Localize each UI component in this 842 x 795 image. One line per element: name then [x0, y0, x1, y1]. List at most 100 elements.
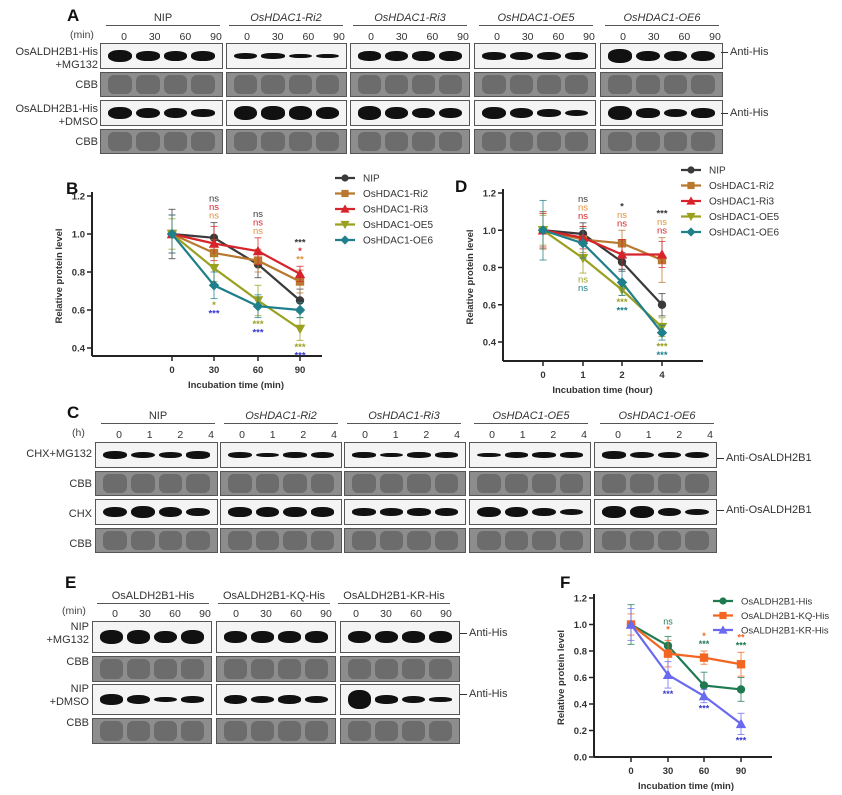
- cbb-lane: [663, 75, 688, 94]
- cbb-lane: [477, 474, 501, 493]
- panel-letter-d: D: [455, 177, 468, 196]
- data-point-marker: [340, 204, 350, 213]
- legend-item: OsHDAC1-OE5: [335, 220, 433, 231]
- protein-band: [251, 631, 274, 643]
- legend-label: OsHDAC1-OE6: [709, 228, 779, 239]
- protein-band: [629, 505, 654, 518]
- lane-label: 0: [244, 31, 250, 43]
- cbb-loading-blot: [474, 72, 596, 97]
- significance-label: ns: [657, 226, 667, 237]
- protein-band: [629, 451, 654, 459]
- cbb-lane: [434, 531, 458, 550]
- significance-label: ***: [252, 319, 263, 330]
- western-blot-strip: [226, 100, 347, 126]
- x-tick-label: 60: [699, 766, 710, 777]
- cbb-lane: [127, 659, 150, 679]
- western-blot-strip: [474, 100, 596, 126]
- cbb-lane: [434, 474, 458, 493]
- protein-band: [108, 49, 132, 62]
- x-tick-label: 0: [169, 365, 174, 376]
- legend-item: OsHDAC1-Ri2: [335, 189, 428, 200]
- protein-band: [261, 53, 285, 59]
- significance-label: ***: [663, 689, 674, 699]
- significance-label: ***: [656, 342, 667, 353]
- row-label-cbb: CBB: [69, 478, 92, 490]
- cbb-loading-blot: [226, 129, 347, 154]
- western-blot-strip: [226, 43, 347, 69]
- cbb-lane: [163, 132, 188, 151]
- legend-label: OsHDAC1-Ri2: [363, 189, 428, 200]
- y-tick-label: 0.4: [72, 344, 86, 355]
- significance-label: ***: [699, 704, 710, 714]
- protein-band: [186, 507, 210, 517]
- row-label-cbb: CBB: [75, 136, 98, 148]
- protein-band: [181, 630, 204, 644]
- cbb-lane: [278, 659, 301, 679]
- group-title: OsHDAC1-Ri3: [353, 12, 467, 26]
- cbb-lane: [283, 531, 307, 550]
- chart-d: 0.4 0.6 0.8 1.0 1.2 0 1 2 4 Incubation time (hour…: [465, 166, 779, 397]
- cbb-lane: [127, 721, 150, 741]
- data-point-marker: [736, 660, 746, 669]
- cbb-loading-blot: [92, 656, 212, 682]
- protein-band: [358, 106, 381, 120]
- protein-band: [509, 107, 533, 119]
- panel-letter-f: F: [560, 573, 571, 592]
- cbb-lane: [135, 132, 160, 151]
- legend-label: OsHDAC1-Ri3: [363, 205, 428, 216]
- cbb-lane: [375, 659, 398, 679]
- data-point-marker: [252, 245, 264, 256]
- row-label-nip-dmso: NIP +DMSO: [49, 683, 89, 708]
- cbb-lane: [234, 75, 258, 94]
- protein-band: [315, 106, 339, 119]
- lane-label: 60: [169, 608, 181, 620]
- y-tick-label: 1.2: [72, 192, 85, 203]
- western-blot-strip: [600, 100, 723, 126]
- protein-band: [181, 696, 204, 703]
- group-title: OsHDAC1-OE5: [474, 410, 588, 424]
- y-tick-label: 1.2: [483, 189, 496, 200]
- cbb-lane: [482, 132, 506, 151]
- protein-band: [608, 105, 632, 121]
- cbb-lane: [532, 474, 556, 493]
- row-label-chx: CHX: [68, 508, 92, 520]
- protein-band: [100, 630, 123, 644]
- data-point-marker: [699, 681, 709, 690]
- lane-label: 30: [380, 608, 392, 620]
- protein-band: [135, 51, 160, 61]
- data-point-marker: [686, 227, 696, 237]
- lane-label: 2: [550, 429, 557, 441]
- cbb-lane: [154, 659, 177, 679]
- panel-letter-e: E: [65, 573, 77, 592]
- protein-band: [477, 452, 501, 458]
- significance-label: ns: [663, 616, 673, 626]
- significance-label: ***: [294, 350, 305, 361]
- lane-label: 0: [362, 429, 368, 441]
- protein-band: [228, 507, 252, 517]
- cbb-loading-blot: [95, 528, 218, 553]
- significance-label: ns: [578, 211, 588, 222]
- protein-band: [288, 53, 312, 59]
- protein-band: [234, 105, 258, 121]
- lane-label: 90: [583, 31, 595, 43]
- cbb-lane: [385, 75, 408, 94]
- protein-band: [402, 695, 425, 704]
- lane-label: 60: [678, 31, 691, 43]
- significance-label: ns: [209, 194, 219, 205]
- lane-label: 60: [179, 31, 192, 43]
- y-tick-label: 0.8: [72, 268, 85, 279]
- protein-band: [251, 695, 274, 704]
- protein-band: [482, 106, 506, 119]
- lane-label: 1: [519, 429, 526, 441]
- significance-label: ns: [253, 226, 263, 237]
- protein-band: [602, 505, 626, 518]
- western-blot-strip: [92, 684, 212, 715]
- protein-band: [532, 452, 556, 458]
- western-blot-strip: [95, 442, 218, 468]
- protein-band: [348, 690, 371, 709]
- panel-letter-b: B: [66, 179, 79, 198]
- x-axis-title: Incubation time (min): [188, 380, 284, 391]
- group-title: OsHDAC1-OE6: [600, 410, 714, 424]
- significance-label: ns: [209, 211, 219, 222]
- cbb-lane: [532, 531, 556, 550]
